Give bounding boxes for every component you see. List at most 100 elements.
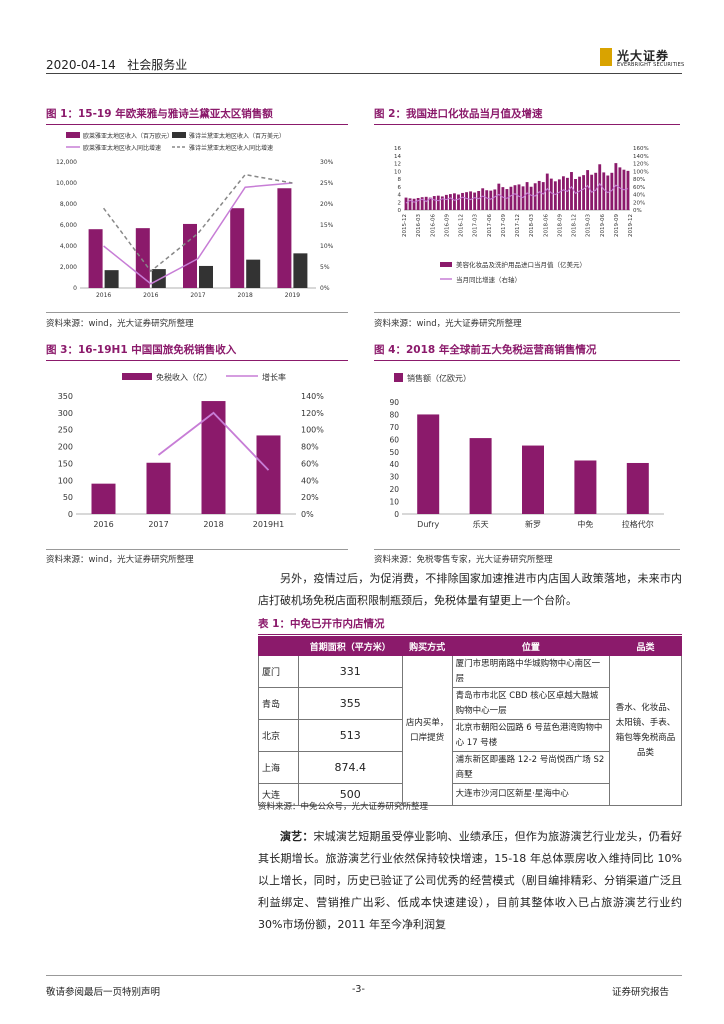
- bar-import-value: [440, 196, 444, 210]
- bar-import-value: [465, 192, 468, 210]
- fig1-title-rule: [46, 124, 348, 125]
- bar-import-value: [473, 192, 477, 210]
- bar-import-value: [481, 188, 485, 210]
- y2-tick-label: 0%: [301, 510, 314, 519]
- fig2-title-rule: [374, 124, 680, 125]
- fig4-title-rule: [374, 360, 680, 361]
- x-tick-label: 新罗: [525, 519, 541, 529]
- location-cell: 青岛市市北区 CBD 核心区卓越大融城购物中心一层: [451, 687, 611, 720]
- bar-import-value: [541, 182, 545, 210]
- x-tick-label: 2018-12: [572, 214, 578, 237]
- fig1-source-rule: [46, 312, 348, 313]
- stores-table: 首期面积（平方米） 购买方式 位置 品类 厦门 331 店内买单，口岸提货 厦门…: [258, 636, 682, 806]
- fig1-source: 资料来源：wind，光大证券研究所整理: [46, 319, 194, 329]
- bar-import-value: [545, 173, 549, 210]
- category-cell: 香水、化妆品、太阳镜、手表、箱包等免税商品品类: [609, 655, 682, 806]
- y-tick-label: 0: [394, 510, 399, 519]
- y2-tick-label: 40%: [633, 193, 645, 199]
- y-tick-label: 50: [63, 493, 73, 502]
- legend-swatch: [66, 132, 80, 138]
- table-row: 大连 500 大连市沙河口区新星·星海中心: [258, 783, 682, 806]
- bar-import-value: [485, 190, 489, 210]
- bar-import-value: [461, 192, 464, 210]
- report-date: 2020-04-14: [46, 58, 116, 72]
- bar-sales: [626, 462, 649, 514]
- y-tick-label: 12,000: [56, 159, 77, 166]
- x-tick-label: 2016-12: [459, 214, 465, 237]
- y-tick-label: 2,000: [60, 264, 77, 271]
- location-cell: 浦东新区即墨路 12-2 号尚悦西广场 S2 商墅: [451, 751, 611, 784]
- y-tick-label: 14: [394, 154, 401, 160]
- bar-dutyfree-revenue: [256, 435, 281, 514]
- footer-divider: [46, 975, 682, 976]
- fig3-chart: 免税收入（亿） 增长率 0 50 100 150 200 250 300 350 0% 20% 40% 6…: [58, 372, 325, 529]
- city-cell: 北京: [258, 719, 299, 752]
- bar-import-value: [553, 181, 557, 210]
- table-header-row: 首期面积（平方米） 购买方式 位置 品类: [258, 636, 682, 656]
- fig2-source: 资料来源：wind，光大证券研究所整理: [374, 319, 522, 329]
- table-header-cell: 位置: [451, 636, 611, 656]
- line-growth-rate: [157, 411, 270, 471]
- bar-import-value: [557, 179, 561, 210]
- area-cell: 874.4: [297, 751, 403, 784]
- x-tick-label: 拉格代尔: [622, 519, 654, 529]
- y-tick-label: 12: [394, 162, 401, 168]
- bar-import-value: [626, 170, 630, 210]
- bar-import-value: [493, 189, 497, 210]
- bar-import-value: [570, 172, 573, 210]
- bar-import-value: [420, 197, 424, 210]
- x-tick-label: Dufry: [417, 520, 439, 529]
- fig4-source-rule: [374, 549, 680, 550]
- fig2-title: 图 2：我国进口化妆品当月值及增速: [374, 108, 543, 120]
- paragraph-performing-arts: 演艺：宋城演艺短期虽受停业影响、业绩承压，但作为旅游演艺行业龙头，仍看好其长期增…: [258, 826, 682, 936]
- y2-tick-label: 60%: [301, 459, 319, 468]
- x-tick-label: 2019: [285, 292, 300, 299]
- bar-import-value: [416, 197, 420, 210]
- bar-import-value: [586, 170, 590, 210]
- y-tick-label: 16: [394, 146, 401, 152]
- x-tick-label: 2017-03: [473, 214, 479, 237]
- y2-tick-label: 120%: [633, 162, 649, 168]
- fig3-title-rule: [46, 360, 348, 361]
- y-tick-label: 70: [389, 423, 399, 432]
- y-tick-label: 80: [389, 410, 399, 419]
- bar-import-value: [469, 191, 473, 210]
- table-header-cell: 品类: [609, 636, 682, 656]
- location-cell: 北京市朝阳公园路 6 号蓝色港湾购物中心 17 号楼: [451, 719, 611, 752]
- line-estee-growth: [102, 173, 293, 273]
- x-tick-label: 2018-09: [557, 214, 563, 237]
- fig4-chart: 销售额（亿欧元） 0 10 20 30 40 50 60 70 80 90 Dufry 乐天 新罗 中免 拉格…: [389, 373, 664, 529]
- bar-import-value: [436, 195, 440, 210]
- x-tick-label: 2016: [96, 292, 111, 299]
- y2-tick-label: 10%: [320, 243, 334, 250]
- legend-label: 免税收入（亿）: [156, 372, 212, 382]
- y2-tick-label: 25%: [320, 180, 334, 187]
- city-cell: 青岛: [258, 687, 299, 720]
- y-tick-label: 150: [58, 459, 73, 468]
- x-tick-label: 2017-06: [487, 214, 493, 237]
- legend-label: 增长率: [262, 372, 286, 382]
- fig1-title: 图 1：15-19 年欧莱雅与雅诗兰黛亚太区销售额: [46, 108, 273, 120]
- fig2-chart: 02468101214160%20%40%60%80%100%120%140%1…: [394, 146, 649, 284]
- x-tick-label: 2018: [238, 292, 253, 299]
- y-tick-label: 2: [398, 200, 402, 206]
- bar-import-value: [594, 172, 598, 210]
- bar-sales: [417, 414, 440, 514]
- y-tick-label: 200: [58, 443, 73, 452]
- y2-tick-label: 160%: [633, 146, 649, 152]
- table-header-cell: 首期面积（平方米）: [297, 636, 403, 656]
- legend-label: 欧莱雅亚太地区收入（百万欧元）: [83, 132, 173, 140]
- x-tick-label: 2016: [93, 520, 113, 529]
- x-tick-label: 乐天: [473, 519, 489, 529]
- city-cell: 厦门: [258, 655, 299, 688]
- paragraph-body: 宋城演艺短期虽受停业影响、业绩承压，但作为旅游演艺行业龙头，仍看好其长期增长。旅…: [258, 830, 682, 931]
- bar-import-value: [501, 187, 505, 210]
- footer-disclaimer-link[interactable]: 敬请参阅最后一页特别声明: [46, 987, 161, 998]
- x-tick-label: 2017: [190, 292, 205, 299]
- y2-tick-label: 0%: [633, 208, 642, 214]
- table-header-cell: 购买方式: [401, 636, 453, 656]
- bar-import-value: [574, 179, 577, 210]
- location-cell: 大连市沙河口区新星·星海中心: [451, 783, 611, 806]
- y2-tick-label: 80%: [301, 443, 319, 452]
- header-divider: [46, 73, 682, 74]
